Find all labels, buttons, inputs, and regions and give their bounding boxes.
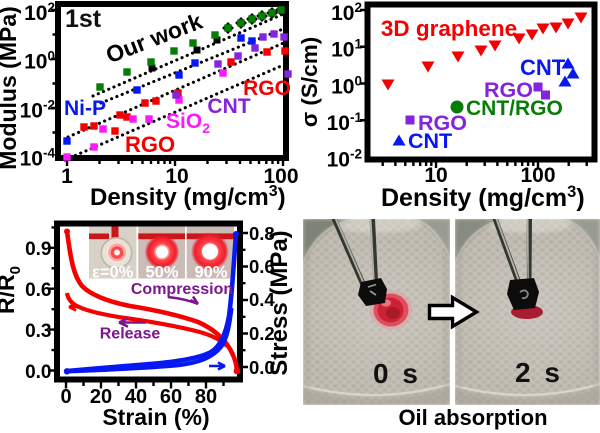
svg-text:10-1: 10-1 xyxy=(327,110,363,135)
svg-text:10: 10 xyxy=(424,164,447,187)
svg-text:CNT: CNT xyxy=(520,55,566,80)
svg-text:Density (mg/cm3): Density (mg/cm3) xyxy=(381,183,585,212)
svg-text:0.3: 0.3 xyxy=(25,321,51,342)
svg-text:Stress (MPa): Stress (MPa) xyxy=(266,230,293,375)
svg-text:0 s: 0 s xyxy=(373,358,421,389)
svg-text:0.0: 0.0 xyxy=(25,362,51,383)
svg-text:100: 100 xyxy=(520,164,555,187)
svg-text:0.0: 0.0 xyxy=(249,357,275,378)
svg-text:0.4: 0.4 xyxy=(249,289,275,310)
svg-text:2 s: 2 s xyxy=(515,357,563,388)
svg-text:Ni-P: Ni-P xyxy=(64,97,106,120)
svg-text:RGO: RGO xyxy=(243,77,291,100)
svg-text:0.8: 0.8 xyxy=(249,223,275,244)
svg-text:90%: 90% xyxy=(194,264,227,282)
svg-text:Compression: Compression xyxy=(131,281,233,298)
svg-text:σ (S/cm): σ (S/cm) xyxy=(297,37,322,127)
svg-text:10-2: 10-2 xyxy=(20,98,55,123)
svg-text:0.2: 0.2 xyxy=(249,323,275,344)
svg-text:20: 20 xyxy=(90,386,112,408)
svg-text:CNT: CNT xyxy=(408,129,452,153)
svg-text:Release: Release xyxy=(100,326,161,343)
svg-text:60: 60 xyxy=(160,386,182,408)
svg-text:RGO: RGO xyxy=(484,78,533,102)
svg-text:Modulus (MPa): Modulus (MPa) xyxy=(0,6,21,170)
svg-text:Density (mg/cm3): Density (mg/cm3) xyxy=(90,183,286,211)
svg-text:Oil absorption: Oil absorption xyxy=(398,405,547,430)
svg-text:1: 1 xyxy=(61,165,73,188)
svg-text:40: 40 xyxy=(125,386,147,408)
svg-text:CNT/RGO: CNT/RGO xyxy=(466,97,563,120)
svg-text:0.6: 0.6 xyxy=(25,280,51,301)
svg-text:Strain (%): Strain (%) xyxy=(102,404,209,430)
svg-text:80: 80 xyxy=(195,386,217,408)
svg-text:ε=0%: ε=0% xyxy=(92,264,134,282)
svg-text:0.9: 0.9 xyxy=(25,239,51,260)
svg-text:RGO: RGO xyxy=(125,132,175,157)
svg-text:0: 0 xyxy=(60,386,71,408)
svg-text:0.6: 0.6 xyxy=(249,256,275,277)
svg-text:100: 100 xyxy=(263,165,298,188)
svg-text:3D graphene: 3D graphene xyxy=(381,16,517,41)
svg-text:10-4: 10-4 xyxy=(20,146,56,171)
svg-text:RGO: RGO xyxy=(418,111,467,135)
svg-text:1st: 1st xyxy=(65,5,102,33)
svg-text:10: 10 xyxy=(165,165,188,188)
svg-text:50%: 50% xyxy=(145,264,178,282)
svg-text:CNT: CNT xyxy=(207,95,250,118)
